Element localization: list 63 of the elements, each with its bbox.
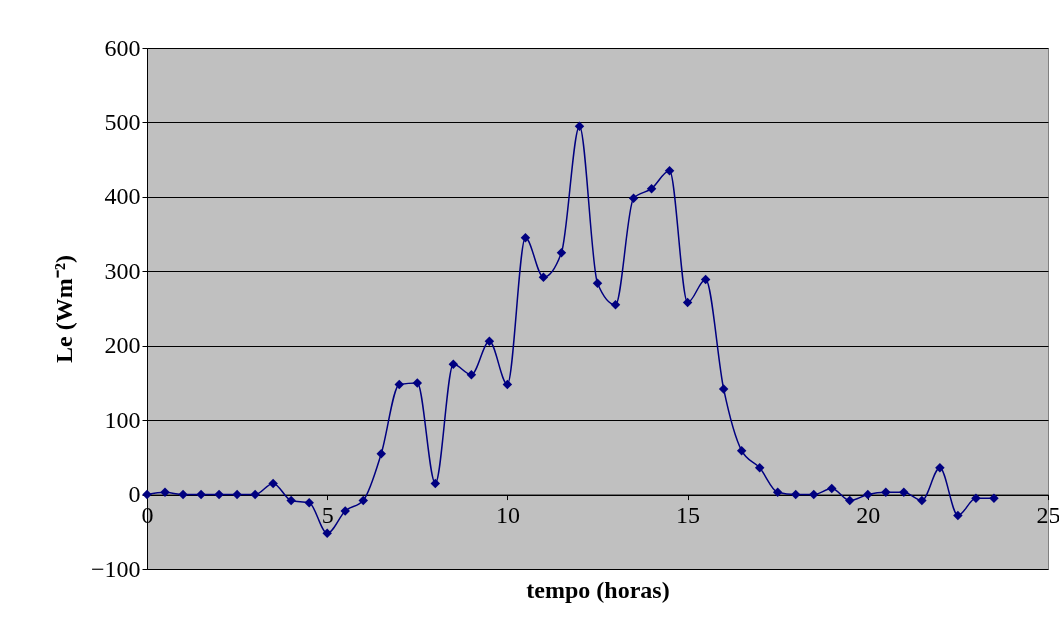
y-tick-label: 100 <box>104 406 141 433</box>
point <box>971 493 981 504</box>
point <box>520 233 531 243</box>
point <box>592 278 603 288</box>
point <box>142 489 152 500</box>
point <box>827 483 837 494</box>
point <box>466 370 477 380</box>
point <box>682 297 693 308</box>
point <box>214 489 224 500</box>
point <box>268 478 278 489</box>
y-tick-label: −100 <box>90 555 141 582</box>
point <box>989 493 999 504</box>
point <box>322 528 332 539</box>
point <box>754 463 765 473</box>
point <box>358 495 368 506</box>
point <box>790 489 801 500</box>
point <box>736 445 747 456</box>
point <box>935 463 945 473</box>
y-tick-label: 400 <box>104 183 141 210</box>
point <box>448 359 459 370</box>
point <box>772 487 783 498</box>
y-axis-title: Le (Wm⁻²) <box>50 255 77 363</box>
point <box>700 274 711 285</box>
point <box>863 489 873 500</box>
x-tick-label: 15 <box>676 502 701 529</box>
x-tick-label: 10 <box>495 502 520 529</box>
y-tick-label: 500 <box>104 108 141 135</box>
point <box>430 478 441 489</box>
y-tick-label: 600 <box>104 34 141 61</box>
point <box>664 166 675 176</box>
point <box>809 489 819 500</box>
point <box>917 495 927 506</box>
point <box>538 272 549 282</box>
point <box>304 498 314 508</box>
point <box>286 495 296 506</box>
point <box>574 121 585 131</box>
point <box>502 379 513 390</box>
point <box>484 336 495 346</box>
x-axis-title: tempo (horas) <box>526 576 670 603</box>
y-tick-label: 200 <box>104 332 141 359</box>
point <box>628 193 639 204</box>
point <box>394 379 405 390</box>
x-tick-label: 25 <box>1036 502 1059 529</box>
point <box>556 247 567 258</box>
point <box>250 489 260 500</box>
x-tick-label: 20 <box>856 502 881 529</box>
y-tick-label: 300 <box>104 257 141 284</box>
point <box>899 487 909 498</box>
point <box>953 510 963 521</box>
point <box>718 384 729 394</box>
point <box>340 506 350 516</box>
point <box>376 448 386 459</box>
point <box>845 495 855 506</box>
y-tick-label: 0 <box>128 481 141 508</box>
point <box>160 487 170 498</box>
point <box>646 183 657 194</box>
point <box>881 487 891 498</box>
point <box>232 489 242 500</box>
point <box>412 378 423 388</box>
x-tick-label: 5 <box>321 502 334 529</box>
point <box>610 300 621 310</box>
point <box>196 489 206 500</box>
point <box>178 489 188 500</box>
